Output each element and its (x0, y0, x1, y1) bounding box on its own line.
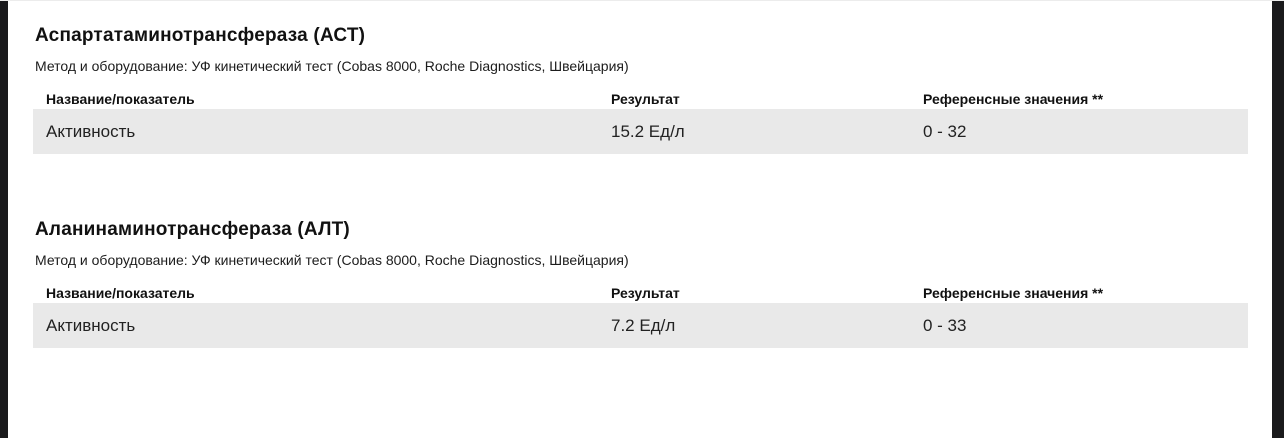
cell-result-value: 15.2 Ед/л (611, 121, 685, 141)
method-equipment-line: Метод и оборудование: УФ кинетический те… (35, 58, 629, 74)
table-header-row: Название/показатель Результат Референсны… (33, 89, 1248, 109)
section-ast: Аспартатаминотрансфераза (АСТ) Метод и о… (33, 24, 1248, 154)
method-equipment-line: Метод и оборудование: УФ кинетический те… (35, 252, 629, 268)
table-row: Активность 15.2 Ед/л 0 - 32 (33, 109, 1248, 154)
column-header-name: Название/показатель (46, 285, 195, 301)
cell-indicator-name: Активность (46, 121, 136, 141)
lab-report-page: Аспартатаминотрансфераза (АСТ) Метод и о… (8, 1, 1272, 438)
page-right-edge-band (1272, 1, 1284, 438)
results-table: Название/показатель Результат Референсны… (33, 89, 1248, 154)
table-header-row: Название/показатель Результат Референсны… (33, 283, 1248, 303)
table-row: Активность 7.2 Ед/л 0 - 33 (33, 303, 1248, 348)
cell-result-value: 7.2 Ед/л (611, 315, 676, 335)
results-table: Название/показатель Результат Референсны… (33, 283, 1248, 348)
column-header-result: Результат (611, 91, 680, 107)
cell-reference-range: 0 - 32 (923, 121, 967, 141)
cell-indicator-name: Активность (46, 315, 136, 335)
section-title: Аспартатаминотрансфераза (АСТ) (35, 25, 366, 46)
section-alt: Аланинаминотрансфераза (АЛТ) Метод и обо… (33, 218, 1248, 348)
column-header-reference: Референсные значения ** (923, 91, 1104, 107)
section-title: Аланинаминотрансфераза (АЛТ) (35, 219, 350, 240)
cell-reference-range: 0 - 33 (923, 315, 967, 335)
column-header-reference: Референсные значения ** (923, 285, 1104, 301)
column-header-name: Название/показатель (46, 91, 195, 107)
page-left-edge-band (0, 1, 8, 438)
column-header-result: Результат (611, 285, 680, 301)
